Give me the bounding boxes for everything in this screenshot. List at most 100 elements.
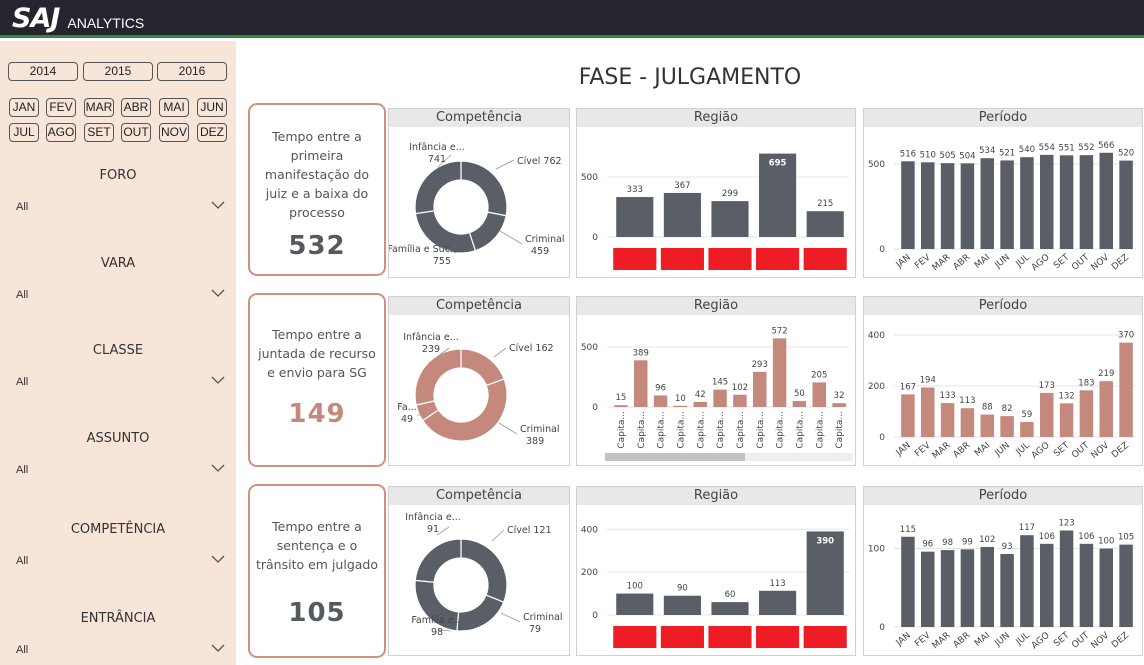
- filter-label-foro: FORO: [0, 168, 236, 183]
- year-button-2014[interactable]: 2014: [8, 62, 78, 81]
- slice-value: 459: [531, 246, 549, 257]
- x-tick-label: DEZ: [1110, 253, 1131, 273]
- y-tick-label: 500: [581, 343, 598, 353]
- data-label: 106: [1039, 532, 1055, 542]
- bar-chart[interactable]: 0 500 333 367 299 695 215: [577, 127, 855, 277]
- bar: [711, 201, 748, 237]
- filter-select-classe[interactable]: All: [15, 373, 225, 393]
- data-label: 504: [959, 151, 975, 161]
- competencia-panel: Competência Cível 762 Criminal 459 Família …: [388, 108, 570, 278]
- month-button-dez[interactable]: DEZ: [197, 123, 227, 142]
- slice-label: Família e...: [411, 615, 462, 626]
- month-button-jun[interactable]: JUN: [197, 98, 227, 117]
- filter-select-foro[interactable]: All: [15, 198, 225, 218]
- y-tick-label: 0: [879, 623, 885, 633]
- month-button-out[interactable]: OUT: [121, 123, 151, 142]
- month-button-jul[interactable]: JUL: [9, 123, 39, 142]
- kpi-card[interactable]: Tempo entre a sentença e o trânsito em j…: [248, 484, 386, 658]
- top-bar: SAJ ANALYTICS: [0, 0, 1144, 38]
- y-tick-label: 400: [581, 525, 598, 535]
- y-tick-label: 0: [592, 403, 598, 413]
- data-label: 98: [942, 538, 953, 548]
- year-button-2015[interactable]: 2015: [83, 62, 153, 81]
- region-marker: [613, 248, 656, 270]
- logo: SAJ ANALYTICS: [12, 4, 144, 34]
- bar: [981, 547, 994, 627]
- month-button-nov[interactable]: NOV: [159, 123, 189, 142]
- filter-select-entrancia[interactable]: All: [15, 641, 225, 661]
- chevron-down-icon: [211, 376, 225, 385]
- month-button-abr[interactable]: ABR: [121, 98, 151, 117]
- chevron-down-icon: [211, 289, 225, 298]
- x-tick-label: FEV: [913, 630, 933, 649]
- chevron-down-icon: [211, 464, 225, 473]
- x-tick-label: Capita...: [617, 411, 627, 449]
- data-label: 113: [769, 579, 785, 589]
- slice-label: Criminal: [520, 424, 560, 435]
- bar: [1060, 403, 1073, 437]
- slice-value: 79: [529, 624, 541, 635]
- data-label: 88: [982, 403, 993, 413]
- bar-chart[interactable]: 0 500 516 JAN 510 FEV 505 MAR 504 ABR 534 MAI 521 JUN…: [864, 127, 1142, 277]
- year-button-2016[interactable]: 2016: [157, 62, 227, 81]
- bar-chart[interactable]: 0 500 15 Capita... 389 Capita... 96 Capita... 10…: [577, 315, 855, 465]
- slice-value: 91: [427, 524, 439, 535]
- x-tick-label: Capita...: [795, 411, 805, 449]
- filter-label-classe: CLASSE: [0, 343, 236, 358]
- bar-chart[interactable]: 0 200 400 100 90 60 113 390: [577, 505, 855, 655]
- x-tick-label: JUN: [993, 253, 1012, 272]
- x-tick-label: SET: [1052, 252, 1072, 271]
- month-button-set[interactable]: SET: [84, 123, 114, 142]
- bar: [1020, 422, 1033, 437]
- bar: [813, 382, 826, 407]
- data-label: 32: [834, 391, 845, 401]
- month-button-ago[interactable]: AGO: [46, 123, 76, 142]
- scrollbar-thumb[interactable]: [605, 453, 745, 461]
- x-tick-label: JUL: [1014, 631, 1032, 648]
- x-tick-label: FEV: [913, 440, 933, 459]
- donut-slice: [457, 595, 504, 631]
- month-button-mai[interactable]: MAI: [159, 98, 189, 117]
- month-button-jan[interactable]: JAN: [9, 98, 39, 117]
- x-tick-label: MAI: [973, 253, 992, 271]
- bar: [1020, 157, 1033, 249]
- filter-label-competencia: COMPETÊNCIA: [0, 522, 236, 537]
- bar: [901, 537, 914, 627]
- x-tick-label: MAR: [931, 441, 953, 462]
- data-label: 566: [1098, 141, 1114, 151]
- bar: [901, 161, 914, 249]
- kpi-card[interactable]: Tempo entre a primeira manifestação do j…: [248, 103, 386, 276]
- data-label: 205: [811, 370, 827, 380]
- competencia-panel: Competência Cível 162 Criminal 389 Fa... 49 I…: [388, 296, 570, 466]
- filter-select-competencia[interactable]: All: [15, 552, 225, 572]
- data-label: 516: [900, 149, 916, 159]
- filter-select-vara[interactable]: All: [15, 286, 225, 306]
- kpi-card[interactable]: Tempo entre a juntada de recurso e envio…: [248, 293, 386, 467]
- data-label: 115: [900, 525, 916, 535]
- month-button-mar[interactable]: MAR: [84, 98, 114, 117]
- bar: [1060, 155, 1073, 249]
- filter-select-assunto[interactable]: All: [15, 461, 225, 481]
- bar-chart[interactable]: 0 100 115 JAN 96 FEV 98 MAR 99 ABR 102 MAI 93 JUN 117 J…: [864, 505, 1142, 655]
- leader-line: [499, 423, 517, 434]
- x-tick-label: MAI: [973, 631, 992, 649]
- month-button-fev[interactable]: FEV: [46, 98, 76, 117]
- y-tick-label: 0: [879, 245, 885, 255]
- data-label: 552: [1078, 143, 1094, 153]
- filter-value: All: [16, 555, 28, 567]
- bar: [941, 550, 954, 627]
- leader-line: [492, 530, 504, 541]
- bar: [1040, 544, 1053, 627]
- data-label: 390: [816, 536, 834, 546]
- data-label: 219: [1098, 369, 1114, 379]
- bar-chart[interactable]: 0 200 400 167 JAN 194 FEV 133 MAR 113 ABR 88 MAI 82 JU…: [864, 315, 1142, 465]
- data-label: 113: [959, 396, 975, 406]
- y-tick-label: 200: [868, 382, 885, 392]
- bar: [832, 403, 845, 407]
- panel-title: Região: [577, 109, 855, 127]
- y-tick-label: 400: [868, 331, 885, 341]
- y-tick-label: 500: [581, 173, 598, 183]
